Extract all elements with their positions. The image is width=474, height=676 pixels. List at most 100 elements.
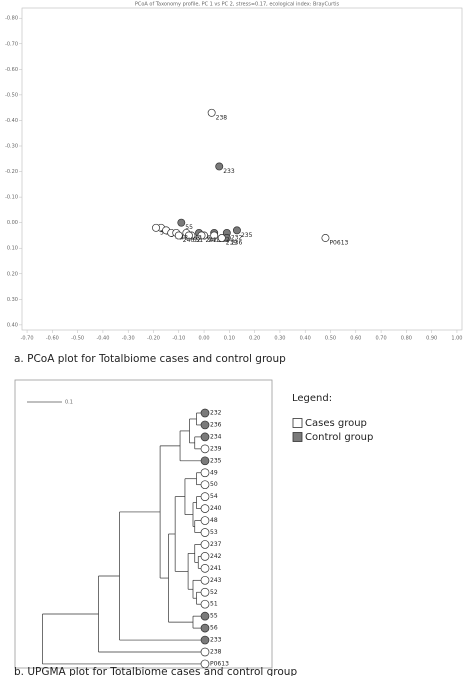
x-tick-label: 0.40 [300,336,311,342]
point-label: 55 [185,224,193,231]
leaf-node [200,432,210,442]
scale-label: 0.1 [65,400,73,406]
leaf-node [200,468,210,478]
point [174,231,183,240]
leaf-node [200,575,210,585]
leaf-node [200,659,210,669]
point-label: 240 [183,237,195,244]
x-tick-label: -0.30 [122,336,135,342]
leaf-node [200,420,210,430]
x-tick-label: -0.70 [21,336,34,342]
point-label: 233 [223,168,235,175]
x-tick-label: 0.20 [249,336,260,342]
point [215,162,224,171]
y-tick-label: 0.30 [7,297,18,303]
legend-label: Control group [305,432,373,443]
y-tick-label: 0.00 [7,220,18,226]
leaf-node [200,635,210,645]
leaf-label: 237 [210,541,222,548]
leaf-label: 233 [210,637,222,644]
plot-title: PCoA of Taxonomy profile, PC 1 vs PC 2, … [135,2,340,8]
leaf-node [200,587,210,597]
x-tick-label: -0.20 [147,336,160,342]
y-tick-label: -0.20 [5,169,18,175]
x-tick-label: -0.10 [172,336,185,342]
point-label: 239 [226,240,238,247]
y-tick-label: -0.10 [5,195,18,201]
leaf-node [200,611,210,621]
legend-swatch [292,432,303,442]
point-label: 238 [216,114,228,121]
leaf-label: 239 [210,445,222,452]
leaf-node [200,516,210,525]
point-label: 48 [180,234,188,241]
leaf-label: 49 [210,469,218,476]
leaf-node [200,456,210,466]
legend-title: Legend: [292,393,332,404]
caption-b: b. UPGMA plot for Totalbiome cases and c… [14,666,297,676]
y-tick-label: -0.40 [5,118,18,124]
leaf-label: P0613 [210,660,229,667]
point [184,231,193,240]
leaf-label: 52 [210,589,218,596]
point [217,234,226,242]
point-label: 52 [193,237,201,244]
leaf-label: 55 [210,613,218,620]
y-tick-label: -0.30 [5,144,18,150]
x-tick-label: 0.10 [224,336,235,342]
point-label: 243 [190,234,202,241]
leaf-label: 51 [210,601,218,608]
leaf-label: 235 [210,457,222,464]
point [210,231,219,240]
leaf-label: 243 [210,577,222,584]
leaf-node [200,647,210,657]
y-tick-label: 0.10 [7,246,18,252]
tree-frame [14,379,273,669]
y-tick-label: -0.50 [5,92,18,98]
legend-label: Cases group [305,418,367,429]
leaf-node [200,504,210,513]
leaf-node [200,552,210,561]
leaf-label: 53 [210,529,218,536]
leaf-node [200,444,210,454]
x-tick-label: 0.70 [376,336,387,342]
y-tick-label: 0.40 [7,322,18,328]
leaf-node [200,528,210,537]
leaf-node [200,540,210,549]
point [321,234,330,242]
leaf-label: 50 [210,481,218,488]
x-tick-label: 0.90 [426,336,437,342]
leaf-label: 241 [210,565,222,572]
leaf-label: 236 [210,421,222,428]
x-tick-label: -0.60 [46,336,59,342]
x-tick-label: 0.50 [325,336,336,342]
plot-frame [21,7,463,331]
point-label: 51 [195,237,203,244]
x-tick-label: 0.30 [274,336,285,342]
x-tick-label: -0.40 [96,336,109,342]
leaf-node [200,480,210,490]
leaf-label: 242 [210,553,222,560]
leaf-node [200,599,210,609]
point [177,218,186,227]
leaf-node [200,408,210,418]
point [197,231,206,240]
point [152,223,160,232]
point [232,226,241,235]
point-label: 242 [206,237,218,244]
point-label: 241 [208,237,220,244]
point-label: 236 [231,240,243,247]
x-tick-label: 0.80 [401,336,412,342]
leaf-label: 232 [210,410,222,417]
y-tick-label: -0.60 [5,67,18,73]
leaf-label: 48 [210,517,218,524]
x-tick-label: -0.50 [71,336,84,342]
point-label: 235 [241,232,253,239]
x-tick-label: 0.00 [198,336,209,342]
legend-swatch [292,418,303,428]
x-tick-label: 0.60 [350,336,361,342]
x-tick-label: 1.00 [451,336,462,342]
leaf-label: 56 [210,625,218,632]
y-tick-label: -0.70 [5,41,18,47]
